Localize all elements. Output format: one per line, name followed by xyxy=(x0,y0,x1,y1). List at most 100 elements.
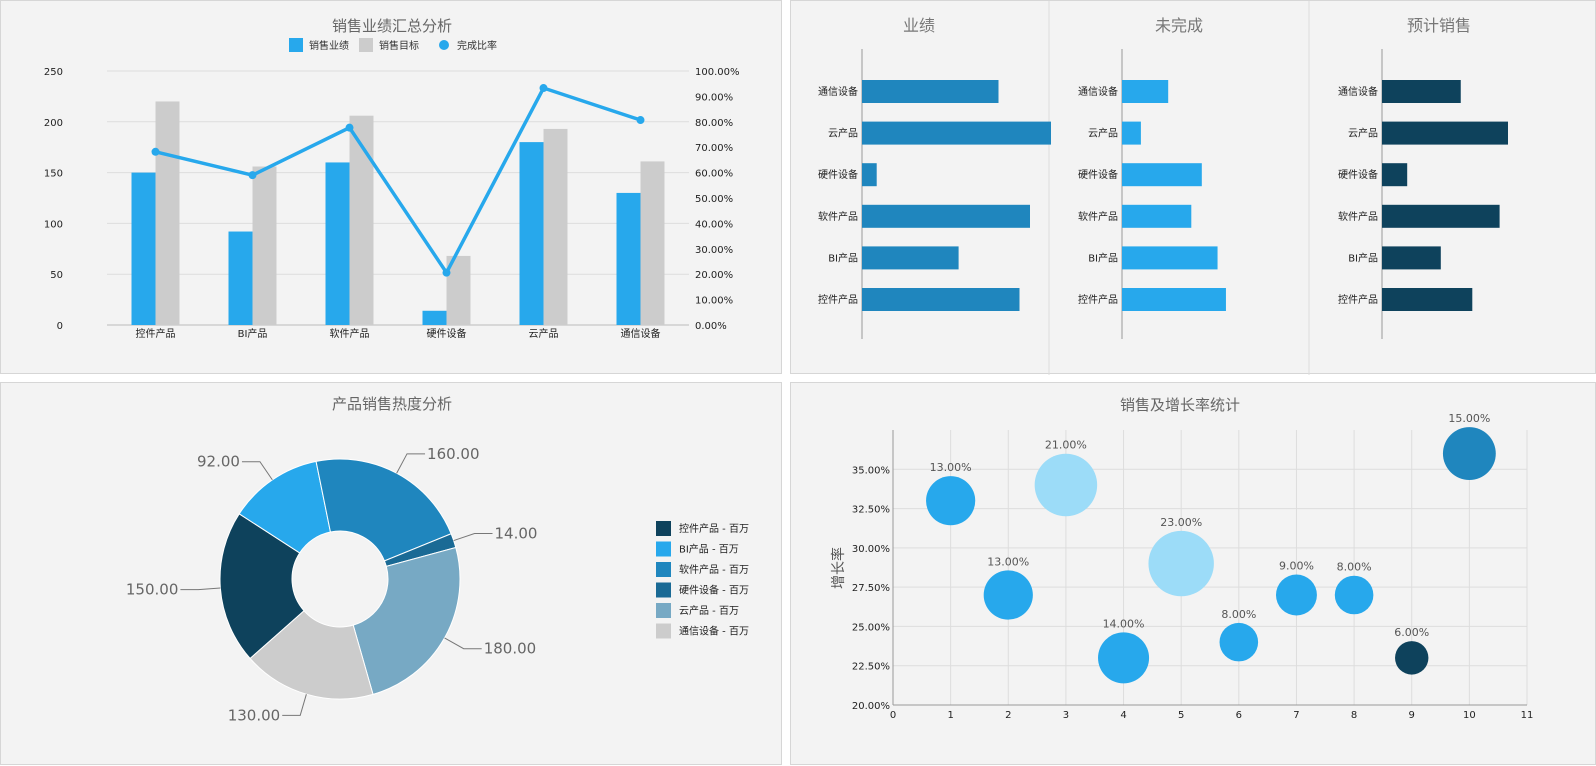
label-leader xyxy=(444,637,482,650)
hbar xyxy=(862,288,1020,311)
bar-target xyxy=(543,128,568,325)
slice-value-label: 130.00 xyxy=(228,706,281,724)
category-label: BI产品 xyxy=(828,251,858,264)
donut-slice xyxy=(315,458,452,562)
bar-actual xyxy=(131,172,156,325)
completion-point xyxy=(151,147,160,156)
x-tick-label: 云产品 xyxy=(529,327,559,340)
legend-label: BI产品 - 百万 xyxy=(679,543,739,556)
x-tick-label: 7 xyxy=(1293,710,1299,721)
bubble-label: 9.00% xyxy=(1279,560,1314,573)
y-tick-label: 20.00% xyxy=(852,701,890,712)
completion-point xyxy=(442,268,451,277)
hbar xyxy=(1382,163,1408,187)
hbar xyxy=(862,204,1030,228)
bar-actual xyxy=(616,192,641,325)
y-tick-label: 200 xyxy=(44,118,63,129)
bubble xyxy=(1098,632,1150,684)
x-tick-label: 5 xyxy=(1178,710,1184,721)
bubble xyxy=(1395,641,1429,675)
x-tick-label: 10 xyxy=(1463,710,1476,721)
hbar xyxy=(1122,204,1192,228)
y2-tick-label: 50.00% xyxy=(695,194,733,205)
y-tick-label: 0 xyxy=(57,321,63,332)
legend-label: 硬件设备 - 百万 xyxy=(679,584,749,597)
category-label: BI产品 xyxy=(1088,251,1118,264)
bubble xyxy=(1034,453,1098,517)
y2-tick-label: 10.00% xyxy=(695,296,733,307)
bar-actual xyxy=(519,142,544,325)
category-label: 通信设备 xyxy=(818,85,858,98)
bubble-label: 6.00% xyxy=(1394,626,1429,639)
legend-swatch xyxy=(656,603,671,618)
category-label: 云产品 xyxy=(1088,127,1118,140)
y2-tick-label: 80.00% xyxy=(695,118,733,129)
bubble-label: 13.00% xyxy=(987,555,1029,568)
y-tick-label: 27.50% xyxy=(852,583,890,594)
category-label: 控件产品 xyxy=(818,293,858,306)
y2-tick-label: 90.00% xyxy=(695,92,733,103)
completion-point xyxy=(248,171,257,180)
hbar xyxy=(1122,163,1202,187)
hbar xyxy=(1122,121,1141,145)
x-tick-label: 硬件设备 xyxy=(427,327,467,340)
completion-point xyxy=(345,123,354,132)
hbar xyxy=(862,80,999,103)
y2-tick-label: 40.00% xyxy=(695,219,733,230)
category-label: BI产品 xyxy=(1348,251,1378,264)
bar-target xyxy=(252,166,277,325)
category-label: 软件产品 xyxy=(1338,210,1378,223)
x-tick-label: 软件产品 xyxy=(330,327,370,340)
legend-label: 销售业绩 xyxy=(309,39,349,52)
hbar xyxy=(1382,80,1461,103)
legend-label: 控件产品 - 百万 xyxy=(679,522,749,535)
performance-bars-panel: 业绩 通信设备 云产品 硬件设备 软件产品 BI产品 控件产品 未完成 通信设备 云产品 硬件设备软… xyxy=(790,0,1596,375)
bar-target xyxy=(155,101,180,325)
legend-label: 通信设备 - 百万 xyxy=(679,625,749,638)
category-label: 硬件设备 xyxy=(1078,168,1118,181)
x-tick-label: BI产品 xyxy=(238,327,268,340)
growth-bubble-panel: 销售及增长率统计 0 1 2 3 4 5 6 7 8 9 10 11 20.00% 22.50% 25.00%… xyxy=(790,382,1596,765)
legend-label: 销售目标 xyxy=(379,39,419,52)
y-tick-label: 22.50% xyxy=(852,662,890,673)
y2-tick-label: 30.00% xyxy=(695,245,733,256)
chart-title: 产品销售热度分析 xyxy=(332,395,452,413)
x-tick-label: 控件产品 xyxy=(136,327,176,340)
x-tick-label: 6 xyxy=(1236,710,1242,721)
x-tick-label: 8 xyxy=(1351,710,1357,721)
bubble-label: 15.00% xyxy=(1448,412,1490,425)
growth-bubble-chart: 销售及增长率统计 0 1 2 3 4 5 6 7 8 9 10 11 20.00% 22.50% 25.00%… xyxy=(830,396,1534,721)
category-label: 控件产品 xyxy=(1078,293,1118,306)
slice-value-label: 180.00 xyxy=(484,640,537,658)
y-axis-label: 增长率 xyxy=(830,547,847,589)
x-tick-label: 通信设备 xyxy=(621,327,661,340)
subchart-title: 未完成 xyxy=(1155,16,1203,35)
donut-slice xyxy=(352,546,461,695)
hbar xyxy=(862,121,1051,145)
y-tick-label: 32.50% xyxy=(852,505,890,516)
hbar xyxy=(1122,288,1226,311)
x-tick-label: 11 xyxy=(1521,710,1534,721)
subchart-title: 预计销售 xyxy=(1407,16,1471,35)
y-tick-label: 250 xyxy=(44,67,63,78)
subchart-title: 业绩 xyxy=(903,16,935,35)
y-tick-label: 50 xyxy=(50,270,63,281)
hbar xyxy=(1122,80,1169,103)
legend-swatch xyxy=(289,38,303,52)
category-label: 硬件设备 xyxy=(1338,168,1378,181)
slice-value-label: 92.00 xyxy=(197,453,240,471)
product-heat-chart: 产品销售热度分析 150.00 92.00 160.00 14.00 180.00 130.… xyxy=(126,395,749,724)
label-leader xyxy=(282,694,307,716)
x-tick-label: 9 xyxy=(1409,710,1415,721)
chart-title: 销售及增长率统计 xyxy=(1120,396,1240,414)
label-leader xyxy=(396,453,426,474)
completion-line xyxy=(155,86,642,275)
bubble xyxy=(983,570,1033,620)
category-label: 软件产品 xyxy=(818,210,858,223)
hbar xyxy=(1382,121,1508,145)
bar-actual xyxy=(325,162,350,325)
completion-point xyxy=(539,84,548,93)
y-tick-label: 30.00% xyxy=(852,544,890,555)
bubble-label: 14.00% xyxy=(1103,617,1145,630)
hbar xyxy=(1382,204,1500,228)
